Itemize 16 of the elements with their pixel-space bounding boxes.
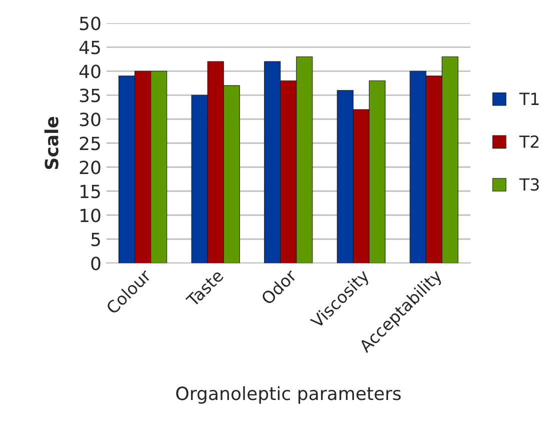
legend-label: T3: [519, 178, 539, 191]
y-tick-label: 15: [80, 184, 100, 198]
y-tick-label: 10: [80, 208, 100, 222]
legend-label: T1: [519, 92, 539, 105]
y-axis-title: Scale: [44, 116, 58, 170]
y-tick-label: 45: [79, 40, 100, 54]
y-tick-label: 30: [80, 112, 100, 126]
y-tick-label: 20: [80, 160, 100, 174]
x-axis-title: Organoleptic parameters: [176, 386, 401, 404]
y-tick-label: 35: [80, 88, 100, 102]
y-tick-label: 0: [91, 256, 100, 270]
y-tick-label: 50: [80, 16, 100, 30]
y-tick-label: 5: [91, 232, 100, 246]
legend-label: T2: [519, 135, 538, 148]
y-tick-label: 25: [80, 136, 100, 150]
y-tick-label: 40: [79, 64, 100, 78]
